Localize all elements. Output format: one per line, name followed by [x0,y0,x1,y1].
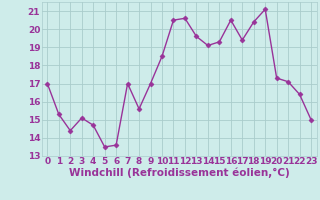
X-axis label: Windchill (Refroidissement éolien,°C): Windchill (Refroidissement éolien,°C) [69,168,290,178]
